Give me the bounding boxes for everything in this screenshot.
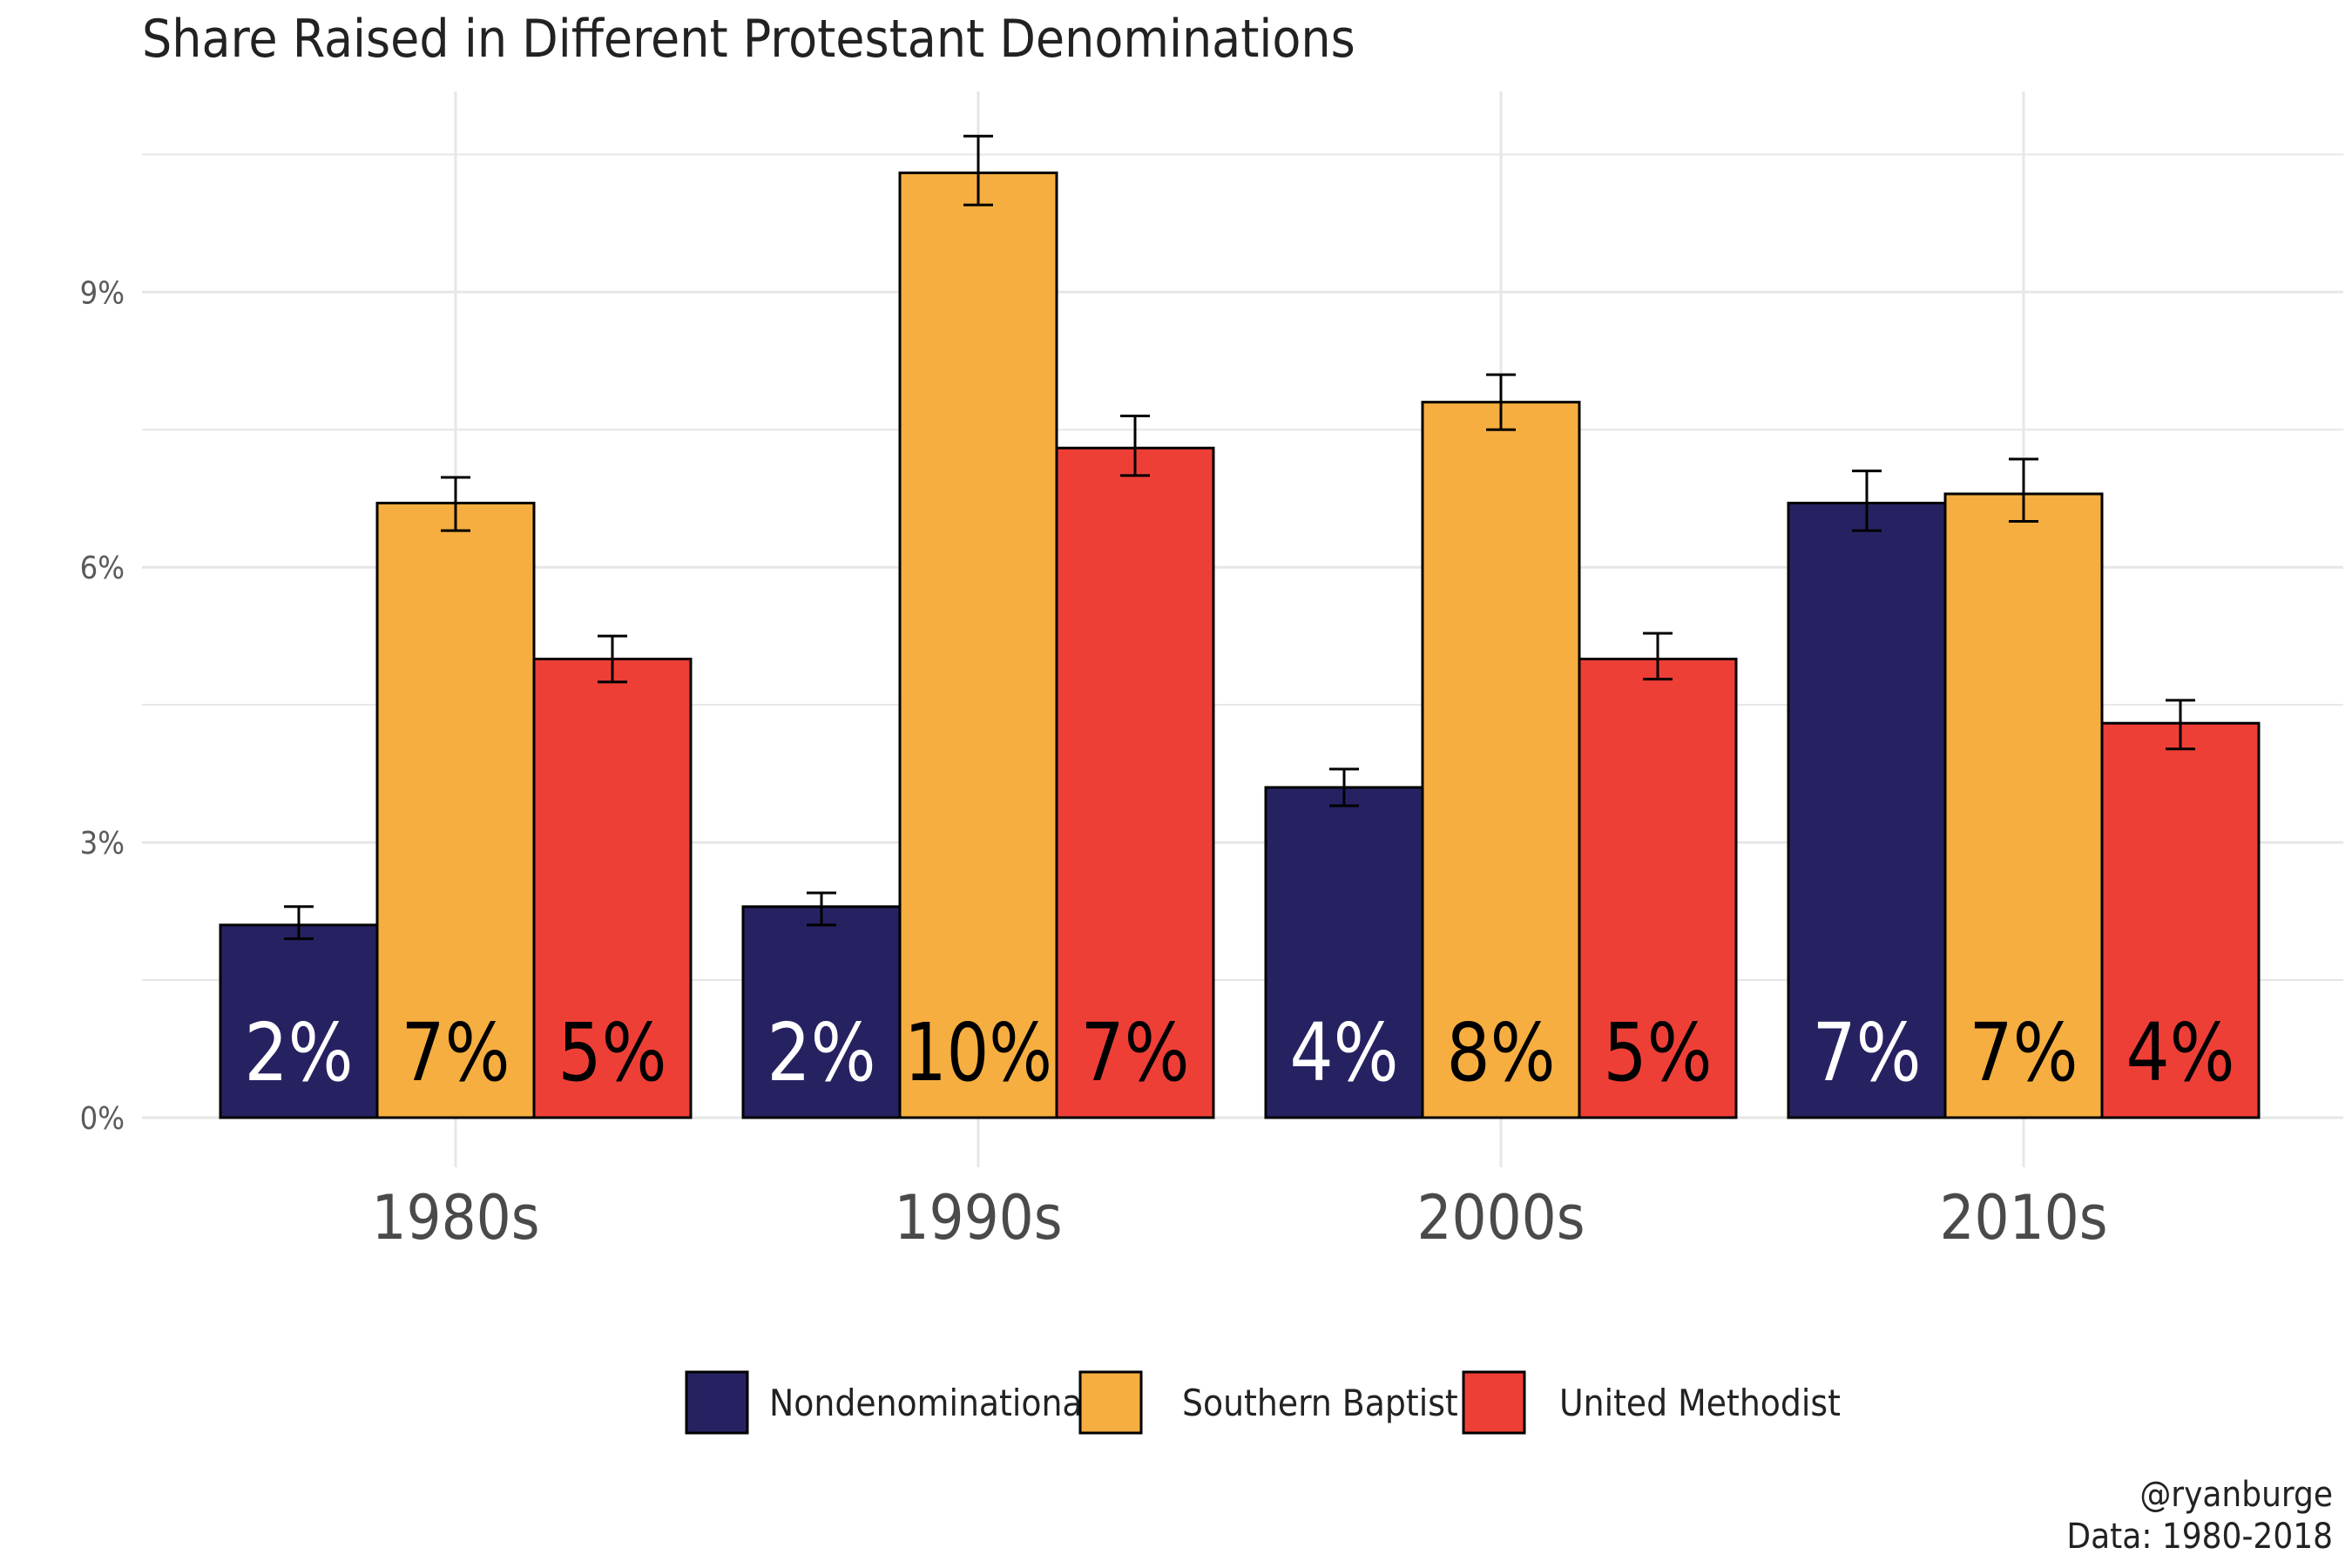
bar-layer: [219, 171, 2261, 1119]
bar: [2100, 721, 2261, 1119]
bar-value-label: 2%: [767, 1006, 876, 1099]
bar-value-label: 5%: [558, 1006, 667, 1099]
bar-value-label: 5%: [1604, 1006, 1713, 1099]
caption: @ryanburge Data: 1980-2018: [2066, 1474, 2333, 1558]
axis-layer: 0% 3% 6% 9% 1980s 1990s 2000s 2010s: [80, 275, 2108, 1254]
y-tick-label: 0%: [80, 1101, 125, 1137]
x-category-label: 2010s: [1939, 1182, 2107, 1254]
bar-value-label: 2%: [245, 1006, 354, 1099]
legend-swatch: [1078, 1370, 1143, 1435]
bar: [532, 658, 693, 1119]
y-tick-label: 6%: [80, 551, 125, 586]
bar: [1421, 401, 1581, 1119]
legend: Nondenominational Southern Baptist United …: [685, 1370, 1841, 1435]
legend-swatch: [1462, 1370, 1526, 1435]
bar-value-label: 7%: [1970, 1006, 2078, 1099]
bar-value-label: 7%: [1081, 1006, 1190, 1099]
legend-swatch: [685, 1370, 749, 1435]
error-bar-layer: [284, 134, 2195, 941]
bar-value-label: 7%: [1813, 1006, 1922, 1099]
bar-value-label: 4%: [2126, 1006, 2235, 1099]
bar-label-layer: 2% 2% 4% 7% 7% 10% 8% 7% 5% 7% 5% 4%: [245, 1006, 2235, 1099]
bar: [1578, 658, 1738, 1119]
bar-value-label: 4%: [1290, 1006, 1399, 1099]
bar: [1787, 501, 1947, 1119]
x-category-label: 1990s: [894, 1182, 1062, 1254]
bar: [375, 501, 536, 1119]
bar: [1055, 446, 1215, 1119]
x-category-label: 1980s: [371, 1182, 539, 1254]
legend-label: Southern Baptist: [1182, 1382, 1458, 1424]
chart-title: Share Raised in Different Protestant Den…: [142, 9, 1355, 70]
caption-source: Data: 1980-2018: [2066, 1517, 2333, 1557]
bar-value-label: 7%: [402, 1006, 510, 1099]
y-tick-label: 3%: [80, 826, 125, 862]
bar: [1264, 786, 1424, 1119]
bar: [219, 923, 379, 1119]
bar: [898, 171, 1058, 1119]
y-tick-label: 9%: [80, 275, 125, 311]
bar-value-label: 10%: [904, 1006, 1052, 1099]
x-category-label: 2000s: [1416, 1182, 1585, 1254]
legend-label: United Methodist: [1559, 1382, 1841, 1424]
legend-label: Nondenominational: [769, 1382, 1092, 1424]
bar-value-label: 8%: [1447, 1006, 1556, 1099]
caption-handle: @ryanburge: [2139, 1475, 2333, 1515]
